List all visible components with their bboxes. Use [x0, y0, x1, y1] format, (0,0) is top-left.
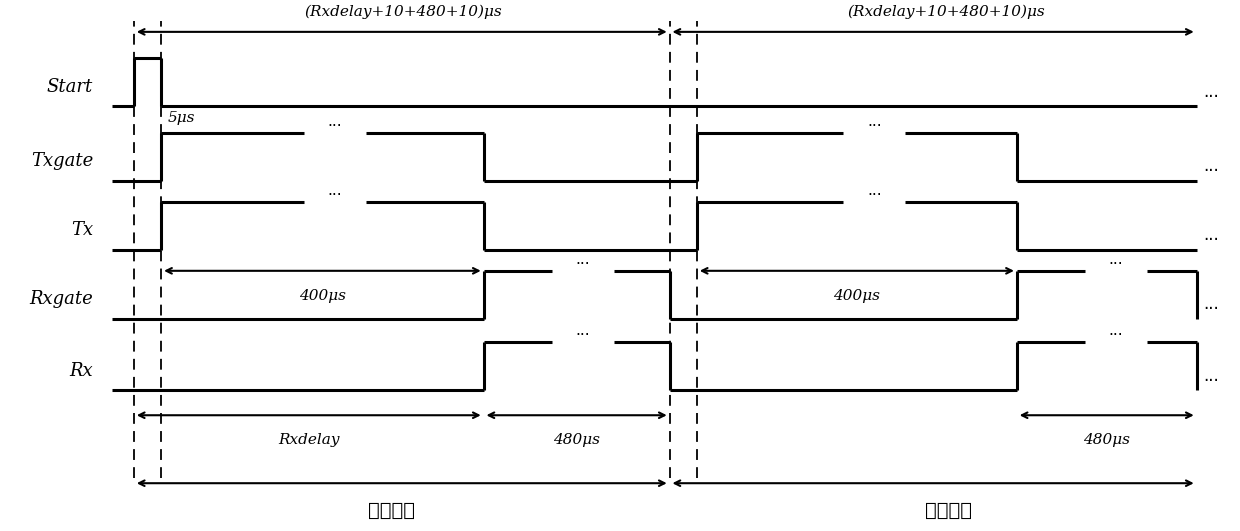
Text: 480μs: 480μs [1084, 433, 1130, 447]
Text: Rxgate: Rxgate [30, 290, 93, 309]
Text: ...: ... [1203, 295, 1219, 313]
Text: ...: ... [867, 183, 882, 198]
Text: ...: ... [867, 114, 882, 129]
Text: ...: ... [1203, 83, 1219, 101]
Text: 400μs: 400μs [833, 289, 880, 303]
Text: ...: ... [575, 323, 590, 338]
Text: ...: ... [575, 252, 590, 267]
Text: ...: ... [327, 183, 342, 198]
Text: Rxdelay: Rxdelay [278, 433, 340, 447]
Text: ...: ... [327, 114, 342, 129]
Text: ...: ... [1203, 367, 1219, 385]
Text: Start: Start [47, 78, 93, 96]
Text: 垂直极化: 垂直极化 [925, 501, 972, 520]
Text: (Rxdelay+10+480+10)μs: (Rxdelay+10+480+10)μs [847, 4, 1045, 19]
Text: Txgate: Txgate [31, 152, 93, 170]
Text: Tx: Tx [71, 221, 93, 239]
Text: ...: ... [1109, 252, 1123, 267]
Text: 480μs: 480μs [553, 433, 600, 447]
Text: ...: ... [1203, 157, 1219, 175]
Text: 400μs: 400μs [299, 289, 346, 303]
Text: (Rxdelay+10+480+10)μs: (Rxdelay+10+480+10)μs [304, 4, 502, 19]
Text: 水平极化: 水平极化 [368, 501, 415, 520]
Text: ...: ... [1109, 323, 1123, 338]
Text: Rx: Rx [69, 362, 93, 380]
Text: 5μs: 5μs [167, 111, 195, 125]
Text: ...: ... [1203, 226, 1219, 244]
